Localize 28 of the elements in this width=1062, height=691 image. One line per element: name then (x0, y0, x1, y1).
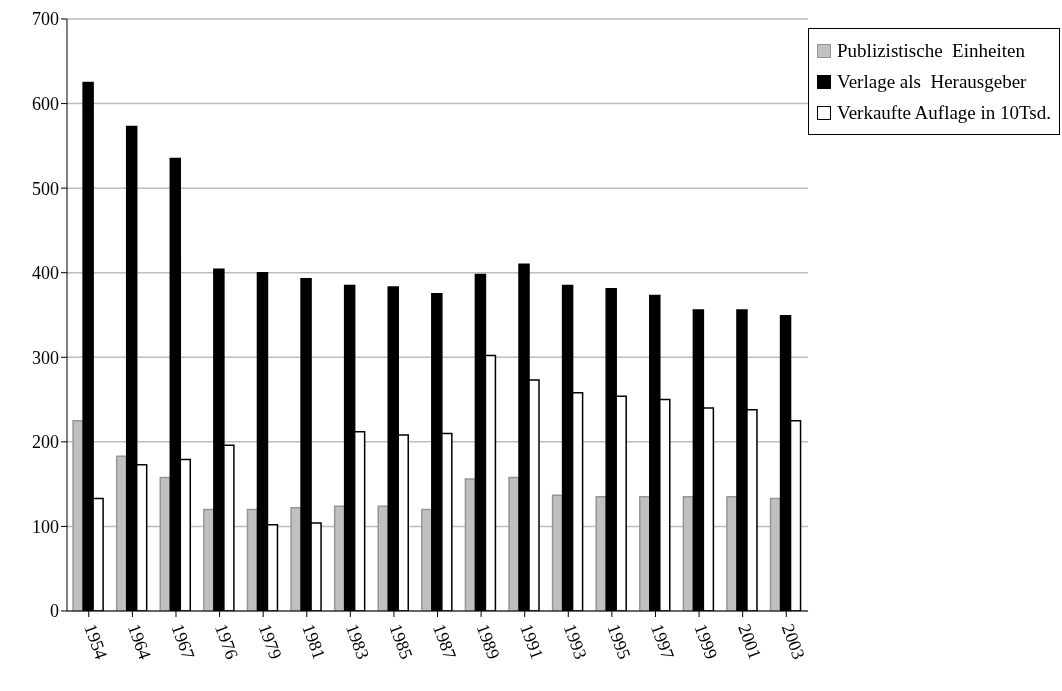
x-tick-label: 1967 (167, 621, 199, 662)
legend-label: Verlage als Herausgeber (837, 70, 1027, 93)
y-tick-label: 500 (32, 178, 59, 199)
x-tick-label: 1981 (298, 621, 330, 662)
y-tick-label: 0 (50, 601, 59, 622)
x-tick-label: 1979 (254, 621, 286, 662)
x-tick-label: 1991 (516, 621, 548, 662)
x-tick-label: 1993 (559, 621, 591, 662)
x-tick-label: 2003 (777, 621, 809, 662)
x-tick-label: 1983 (341, 621, 373, 662)
x-tick-label: 1989 (472, 621, 504, 662)
x-tick-label: 1954 (80, 621, 112, 662)
y-tick-label: 100 (32, 516, 59, 537)
y-tick-label: 400 (32, 263, 59, 284)
x-tick-label: 1987 (429, 621, 461, 662)
y-tick-label: 700 (32, 9, 59, 30)
y-tick-label: 200 (32, 432, 59, 453)
x-tick-label: 1964 (123, 621, 156, 662)
x-tick-label: 1995 (603, 621, 635, 662)
x-tick-label: 1999 (690, 621, 722, 662)
x-tick-label: 2001 (734, 621, 766, 662)
x-tick-label: 1985 (385, 621, 417, 662)
x-tick-label: 1976 (211, 621, 243, 662)
legend-label: Publizistische Einheiten (837, 39, 1025, 62)
y-tick-label: 600 (32, 93, 59, 114)
x-tick-label: 1997 (647, 621, 679, 662)
y-tick-label: 300 (32, 347, 59, 368)
legend-label: Verkaufte Auflage in 10Tsd. (837, 101, 1051, 124)
